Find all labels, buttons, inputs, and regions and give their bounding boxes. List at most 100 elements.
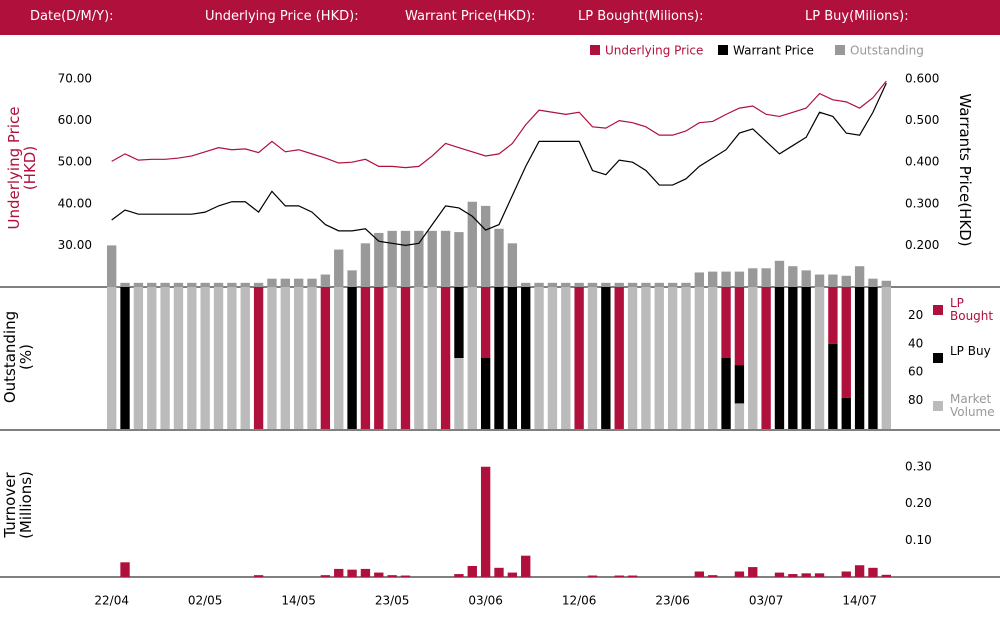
- volume-segment: [721, 287, 731, 358]
- volume-segment: [814, 287, 825, 429]
- volume-segment: [107, 287, 117, 429]
- volume-segment: [467, 287, 477, 429]
- outstanding-bar: [614, 282, 624, 287]
- outstanding-bar: [561, 282, 571, 287]
- volume-segment: [267, 287, 277, 429]
- outstanding-bar: [173, 282, 184, 287]
- volume-segment: [187, 287, 197, 429]
- y-tick-label: 30.00: [58, 238, 92, 252]
- turnover-bar: [400, 575, 411, 577]
- volume-segment: [534, 287, 544, 429]
- outstanding-bar: [133, 282, 144, 287]
- turnover-bar: [881, 574, 891, 577]
- turnover-bar: [467, 565, 477, 577]
- volume-segment: [734, 403, 745, 429]
- turnover-bar: [334, 568, 344, 577]
- turnover-bar: [360, 568, 371, 577]
- outstanding-bar: [280, 278, 290, 287]
- outstanding-bar: [107, 245, 117, 287]
- header-label: LP Buy(Milions):: [805, 9, 909, 24]
- volume-segment: [454, 287, 464, 358]
- y-tick-label: 50.00: [58, 155, 92, 169]
- volume-segment: [427, 287, 437, 429]
- volume-segment: [360, 287, 371, 429]
- y-tick-label: 80: [908, 393, 923, 407]
- turnover-bar: [814, 573, 825, 577]
- legend-label: Underlying Price: [605, 44, 703, 58]
- outstanding-bar: [213, 282, 224, 287]
- outstanding-bar: [828, 274, 838, 287]
- volume-segment: [293, 287, 304, 429]
- volume-segment: [414, 287, 424, 429]
- legend-label: LP Bought: [950, 296, 994, 323]
- volume-segment: [667, 287, 678, 429]
- volume-segment: [761, 287, 771, 429]
- volume-segment: [694, 287, 705, 429]
- price-line: [111, 82, 887, 247]
- legend-swatch: [718, 45, 728, 55]
- volume-segment: [440, 287, 451, 429]
- volume-segment: [160, 287, 170, 429]
- y-axis-title: Underlying Price (HKD): [5, 106, 39, 230]
- volume-segment: [374, 287, 384, 429]
- volume-segment: [574, 287, 584, 429]
- x-tick-label: 03/06: [468, 594, 503, 608]
- outstanding-bar: [187, 282, 197, 287]
- outstanding-bar: [534, 282, 544, 287]
- y-tick-label: 60: [908, 365, 923, 379]
- outstanding-bar: [320, 274, 331, 287]
- header-bar: Date(D/M/Y): Underlying Price (HKD): War…: [0, 0, 1000, 35]
- outstanding-bar: [120, 282, 130, 287]
- volume-segment: [547, 287, 558, 429]
- outstanding-bar: [681, 282, 691, 287]
- outstanding-bar: [160, 282, 170, 287]
- turnover-bar: [253, 575, 264, 577]
- volume-segment: [227, 287, 237, 429]
- volume-segment: [868, 287, 878, 429]
- outstanding-bar: [601, 282, 611, 287]
- turnover-bar: [480, 466, 491, 577]
- outstanding-bar: [748, 268, 758, 287]
- turnover-bar: [507, 572, 518, 577]
- outstanding-bar: [467, 201, 477, 287]
- outstanding-bar: [494, 228, 504, 287]
- volume-segment: [788, 287, 798, 429]
- outstanding-bar: [454, 232, 464, 287]
- y2-tick-label: 0.400: [905, 155, 939, 169]
- y-tick-label: 0.20: [905, 496, 932, 510]
- volume-segment: [828, 287, 838, 344]
- volume-segment: [480, 287, 491, 358]
- outstanding-bar: [694, 272, 705, 287]
- volume-segment: [400, 287, 411, 429]
- turnover-bar: [374, 572, 384, 577]
- volume-segment: [173, 287, 184, 429]
- legend-label: LP Buy: [950, 344, 991, 358]
- legend-label: Warrant Price: [733, 44, 814, 58]
- volume-segment: [200, 287, 210, 429]
- volume-segment: [614, 287, 624, 429]
- legend-label: Market Volume: [950, 392, 995, 419]
- volume-segment: [774, 287, 785, 429]
- outstanding-bar: [227, 282, 237, 287]
- outstanding-bar: [521, 282, 531, 287]
- volume-segment: [801, 287, 811, 429]
- volume-segment: [841, 287, 851, 398]
- outstanding-bar: [267, 278, 277, 287]
- volume-segment: [347, 287, 357, 429]
- volume-segment: [240, 287, 250, 429]
- volume-segment: [854, 287, 865, 429]
- outstanding-bar: [293, 278, 304, 287]
- outstanding-bar: [641, 282, 651, 287]
- turnover-bar: [801, 573, 811, 577]
- outstanding-bar: [801, 270, 811, 287]
- legend-swatch: [933, 353, 943, 363]
- turnover-bar: [694, 571, 705, 577]
- volume-segment: [734, 287, 745, 366]
- outstanding-bar: [708, 271, 718, 287]
- x-tick-label: 23/06: [655, 594, 690, 608]
- volume-segment: [280, 287, 290, 429]
- turnover-bar: [587, 575, 598, 577]
- outstanding-bar: [761, 268, 771, 287]
- legend-swatch: [835, 45, 845, 55]
